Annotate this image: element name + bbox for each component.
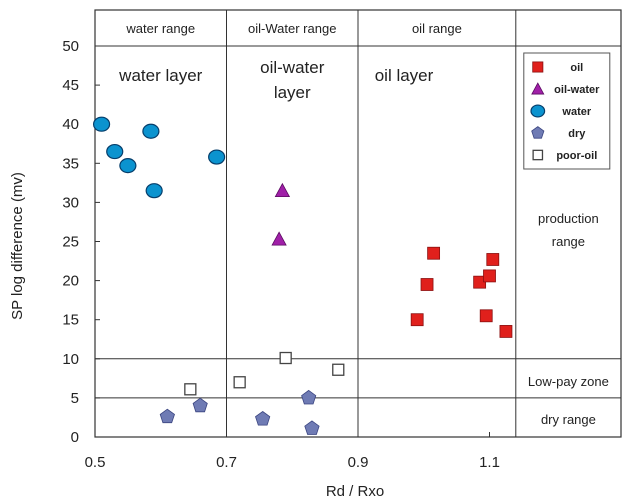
side-label-production-2: range: [552, 234, 585, 249]
x-axis-label: Rd / Rxo: [326, 483, 384, 500]
point-water: [208, 149, 226, 165]
point-poor-oil: [233, 376, 246, 389]
range-header-1: oil-Water range: [248, 21, 336, 36]
point-oil: [499, 325, 513, 338]
legend-label-dry: dry: [568, 128, 586, 140]
y-tick-label: 30: [62, 194, 79, 211]
x-tick-label: 0.7: [216, 454, 237, 471]
x-tick-label: 0.9: [348, 454, 369, 471]
legend-label-poor-oil: poor-oil: [556, 150, 597, 162]
legend-marker-oil: [532, 61, 544, 73]
zone-label-oil-water-layer-1: oil-water: [260, 58, 325, 77]
point-water: [142, 123, 160, 139]
x-tick-label: 1.1: [479, 454, 500, 471]
y-tick-label: 0: [71, 429, 79, 446]
zone-label-oil-water-layer-2: layer: [274, 83, 311, 102]
y-tick-label: 15: [62, 312, 79, 329]
point-poor-oil: [279, 351, 292, 365]
point-dry: [304, 420, 320, 435]
range-header-0: water range: [125, 21, 195, 36]
legend-marker-water: [530, 104, 546, 118]
y-axis-label: SP log difference (mv): [9, 172, 26, 320]
y-tick-label: 10: [62, 351, 79, 368]
x-tick-label: 0.5: [85, 454, 106, 471]
point-oil-water: [274, 182, 291, 198]
legend-label-oil: oil: [570, 62, 583, 74]
point-dry: [192, 397, 208, 413]
side-label-production-1: production: [538, 211, 599, 226]
legend-label-oil-water: oil-water: [554, 84, 600, 96]
point-water: [106, 143, 124, 160]
y-tick-label: 20: [62, 273, 79, 290]
point-oil: [486, 253, 500, 266]
point-water: [92, 116, 111, 132]
point-oil: [420, 278, 434, 291]
range-header-2: oil range: [412, 21, 462, 36]
point-water: [119, 158, 137, 174]
legend-marker-oil-water: [531, 82, 545, 95]
point-oil: [410, 313, 424, 327]
point-poor-oil: [184, 383, 197, 396]
y-tick-label: 5: [71, 390, 79, 407]
legend-marker-poor-oil: [532, 149, 544, 161]
point-dry: [255, 411, 271, 426]
y-tick-label: 35: [62, 155, 79, 172]
point-poor-oil: [332, 363, 345, 376]
legend-marker-dry: [531, 126, 545, 139]
y-tick-label: 45: [62, 77, 79, 94]
zone-label-oil-layer: oil layer: [375, 66, 434, 85]
side-label-dry: dry range: [541, 412, 596, 427]
point-oil: [479, 309, 493, 323]
side-label-low-pay: Low-pay zone: [528, 374, 609, 389]
zone-label-water-layer: water layer: [118, 66, 202, 85]
y-tick-label: 40: [62, 116, 79, 133]
y-tick-label: 50: [62, 38, 79, 55]
legend-label-water: water: [561, 106, 591, 118]
point-oil-water: [271, 231, 287, 246]
point-water: [145, 183, 163, 199]
point-dry: [301, 389, 317, 405]
y-tick-label: 25: [62, 234, 79, 251]
point-oil: [427, 246, 441, 260]
point-oil: [483, 269, 496, 283]
point-dry: [159, 408, 175, 424]
